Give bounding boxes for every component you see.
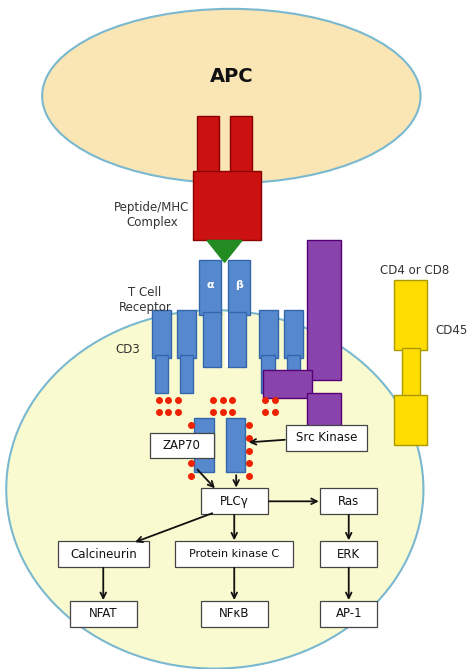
FancyBboxPatch shape — [203, 312, 221, 367]
FancyBboxPatch shape — [230, 116, 252, 176]
FancyBboxPatch shape — [258, 310, 278, 358]
Text: ZAP70: ZAP70 — [163, 439, 201, 452]
FancyBboxPatch shape — [177, 310, 196, 358]
Text: Protein kinase C: Protein kinase C — [189, 549, 279, 559]
Text: T Cell
Receptor: T Cell Receptor — [118, 286, 172, 314]
FancyBboxPatch shape — [58, 541, 149, 567]
Text: Src Kinase: Src Kinase — [296, 431, 357, 444]
FancyBboxPatch shape — [225, 312, 228, 367]
FancyBboxPatch shape — [200, 261, 221, 315]
FancyBboxPatch shape — [193, 171, 262, 241]
FancyBboxPatch shape — [284, 310, 303, 358]
FancyBboxPatch shape — [197, 116, 219, 176]
FancyBboxPatch shape — [175, 541, 293, 567]
FancyBboxPatch shape — [201, 488, 268, 515]
Ellipse shape — [6, 310, 423, 669]
Text: PLCγ: PLCγ — [220, 495, 249, 508]
FancyBboxPatch shape — [394, 280, 428, 350]
FancyBboxPatch shape — [155, 355, 168, 393]
FancyBboxPatch shape — [264, 370, 312, 398]
Text: Peptide/MHC
Complex: Peptide/MHC Complex — [114, 202, 190, 230]
FancyBboxPatch shape — [307, 393, 341, 448]
FancyBboxPatch shape — [307, 241, 341, 380]
FancyBboxPatch shape — [286, 425, 367, 450]
Text: NFAT: NFAT — [89, 607, 118, 620]
Ellipse shape — [42, 9, 420, 183]
FancyBboxPatch shape — [152, 310, 171, 358]
Text: CD45: CD45 — [435, 324, 467, 336]
FancyBboxPatch shape — [394, 395, 428, 444]
Text: Calcineurin: Calcineurin — [70, 547, 137, 561]
FancyBboxPatch shape — [150, 433, 214, 458]
FancyBboxPatch shape — [402, 348, 419, 398]
FancyBboxPatch shape — [262, 355, 275, 393]
FancyBboxPatch shape — [320, 541, 377, 567]
FancyBboxPatch shape — [228, 261, 250, 315]
FancyBboxPatch shape — [194, 417, 214, 472]
Text: CD4 or CD8: CD4 or CD8 — [380, 264, 449, 277]
Text: ERK: ERK — [337, 547, 360, 561]
FancyBboxPatch shape — [201, 601, 268, 627]
FancyBboxPatch shape — [320, 488, 377, 515]
Text: CD3: CD3 — [115, 344, 140, 356]
FancyBboxPatch shape — [287, 355, 300, 393]
FancyBboxPatch shape — [320, 601, 377, 627]
Polygon shape — [207, 241, 242, 262]
Text: AP-1: AP-1 — [336, 607, 362, 620]
Text: α: α — [206, 280, 214, 290]
Text: NFκB: NFκB — [219, 607, 249, 620]
FancyBboxPatch shape — [70, 601, 137, 627]
Text: Ras: Ras — [338, 495, 359, 508]
FancyBboxPatch shape — [228, 312, 246, 367]
FancyBboxPatch shape — [180, 355, 193, 393]
Text: APC: APC — [210, 66, 253, 86]
FancyBboxPatch shape — [226, 417, 245, 472]
Text: β: β — [235, 280, 243, 290]
